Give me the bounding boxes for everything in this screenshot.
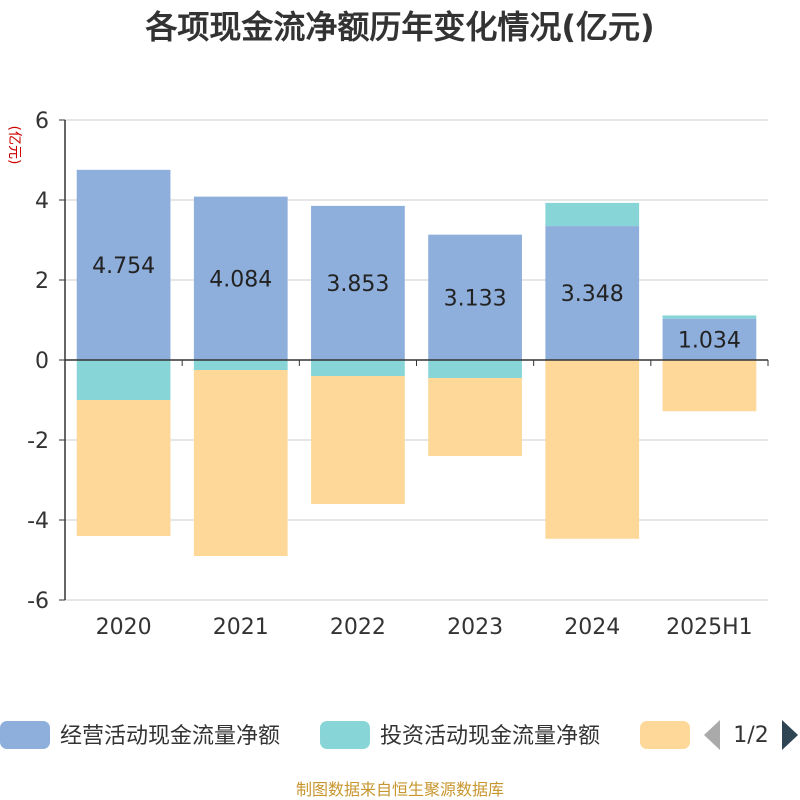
x-tick-label: 2024 (564, 615, 620, 640)
x-tick-label: 2022 (330, 615, 386, 640)
data-label-2020: 4.754 (92, 254, 155, 279)
bar-2020-series-3 (76, 400, 171, 536)
x-tick-label: 2020 (96, 615, 152, 640)
legend: 经营活动现金流量净额 投资活动现金流量净额 (0, 721, 690, 749)
data-label-2023: 3.133 (444, 286, 507, 311)
data-label-2024: 3.348 (561, 282, 624, 307)
bar-2021-series-3 (193, 370, 288, 556)
bar-2021-series-2 (193, 360, 288, 370)
y-tick-label: -4 (27, 509, 49, 534)
bar-2023-series-1 (428, 234, 522, 360)
data-source: 制图数据来自恒生聚源数据库 (296, 780, 504, 799)
y-tick-label: 0 (35, 349, 49, 374)
y-tick-label: 2 (35, 269, 49, 294)
legend-page-indicator: 1/2 (733, 723, 768, 748)
legend-pager: 1/2 (704, 720, 798, 750)
bar-2021-series-1 (193, 196, 288, 360)
data-label-2021: 4.084 (209, 267, 272, 292)
bars (76, 169, 757, 556)
bar-2022-series-3 (311, 376, 405, 504)
axes (59, 119, 769, 601)
legend-item-1[interactable]: 经营活动现金流量净额 (0, 721, 280, 749)
legend-next-arrow-icon[interactable] (782, 720, 798, 750)
bar-2022-series-1 (311, 205, 405, 360)
y-tick-label: -2 (27, 429, 49, 454)
legend-label: 经营活动现金流量净额 (60, 724, 280, 749)
bar-2020-series-2 (76, 360, 171, 400)
bar-2023-series-2 (428, 360, 522, 378)
legend-item-2[interactable]: 投资活动现金流量净额 (320, 721, 600, 749)
y-axis-label: (亿元) (6, 126, 22, 165)
bar-2024-series-3 (545, 360, 640, 539)
legend-swatch (640, 721, 690, 749)
bar-2024-series-1 (545, 226, 640, 360)
bar-2024-series-2 (545, 202, 640, 227)
data-labels: 4.754 4.084 3.853 3.133 3.348 1.034 (92, 254, 741, 353)
y-tick-label: 6 (35, 109, 49, 134)
chart-title: 各项现金流净额历年变化情况(亿元) (145, 8, 654, 46)
bar-2023-series-3 (428, 378, 522, 456)
grid-lines (65, 119, 768, 601)
data-label-2022: 3.853 (326, 272, 389, 297)
bar-2025H1-series-2 (662, 315, 757, 319)
legend-swatch (320, 721, 370, 749)
x-tick-label: 2021 (213, 615, 269, 640)
tick-labels: -6 -4 -2 0 2 4 6 2020 2021 2022 2023 2024 2025H1 (27, 109, 753, 640)
x-tick-label: 2023 (447, 615, 503, 640)
bar-2025H1-series-1 (662, 318, 757, 360)
bar-2022-series-2 (311, 360, 405, 376)
bar-2025H1-series-3 (662, 360, 757, 412)
data-label-2025H1: 1.034 (678, 328, 741, 353)
y-tick-label: -6 (27, 589, 49, 614)
legend-prev-arrow-icon[interactable] (704, 720, 720, 750)
bar-2020-series-1 (76, 169, 171, 360)
legend-swatch (0, 721, 50, 749)
legend-item-3[interactable] (640, 721, 690, 749)
y-tick-label: 4 (35, 189, 49, 214)
x-tick-label: 2025H1 (666, 615, 753, 640)
legend-label: 投资活动现金流量净额 (380, 724, 600, 749)
